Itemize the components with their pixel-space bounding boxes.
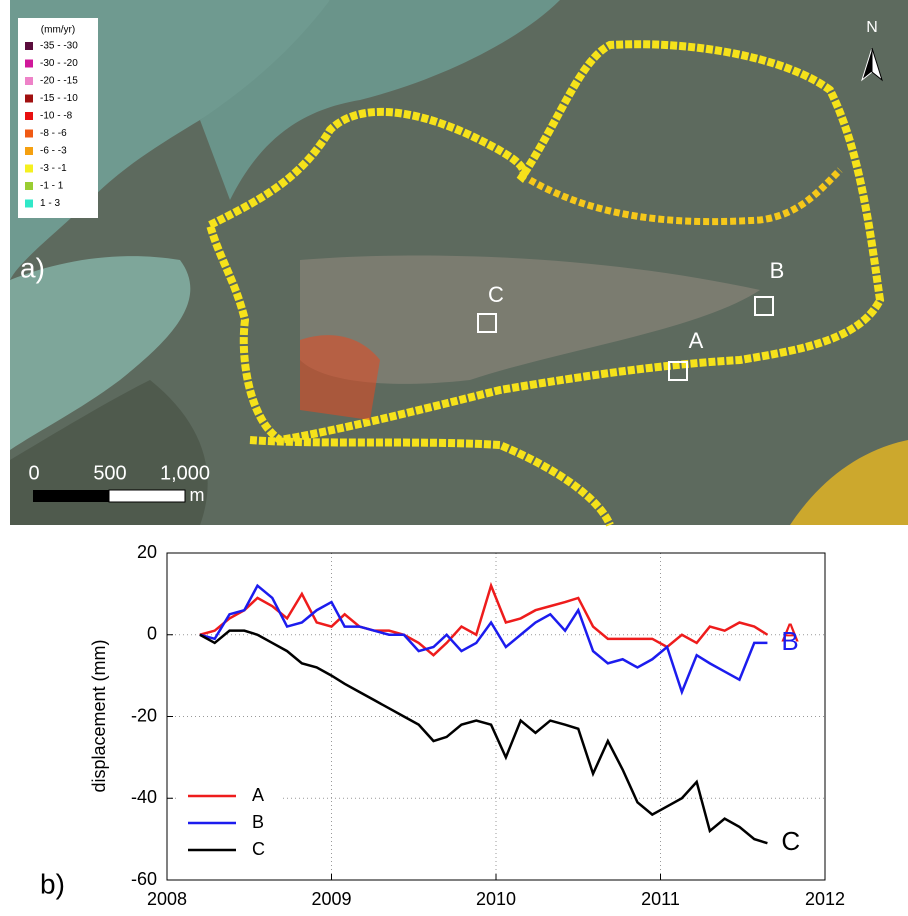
scale-label: 1,000 [160, 462, 210, 484]
legend-swatch [25, 112, 33, 120]
y-tick-label: 0 [147, 624, 157, 644]
legend-label: -3 - -1 [40, 163, 67, 174]
series-line [200, 586, 768, 692]
site-label: B [770, 258, 785, 283]
legend-label: -6 - -3 [40, 146, 67, 157]
legend-swatch [25, 200, 33, 208]
legend-swatch [25, 95, 33, 103]
page: (mm/yr) -35 - -30 -30 - -20 -20 - -15 -15 -… [0, 0, 908, 911]
chart: b) displacement (mm) -60 -40 -20 0 20 2008 200… [40, 542, 845, 909]
north-label: N [866, 19, 878, 36]
legend-label: B [252, 812, 264, 832]
x-tick-label: 2009 [311, 889, 351, 909]
panel-label: a) [20, 252, 45, 283]
legend-swatch [25, 147, 33, 155]
x-tick-label: 2012 [805, 889, 845, 909]
legend-label: C [252, 839, 265, 859]
y-tick-label: 20 [137, 542, 157, 562]
legend-label: -15 - -10 [40, 93, 78, 104]
x-tick-label: 2008 [147, 889, 187, 909]
legend-swatch [25, 42, 33, 50]
x-tick-label: 2011 [641, 889, 680, 909]
legend-swatch [25, 77, 33, 85]
legend-swatch [25, 182, 33, 190]
site-label: C [488, 282, 504, 307]
figure: (mm/yr) -35 - -30 -30 - -20 -20 - -15 -15 -… [0, 0, 908, 911]
scale-label: 0 [28, 462, 39, 484]
series-end-label: B [781, 626, 798, 656]
legend-swatch [25, 60, 33, 68]
map: (mm/yr) -35 - -30 -30 - -20 -20 - -15 -15 -… [10, 0, 908, 525]
legend-label: -20 - -15 [40, 76, 78, 87]
site-label: A [689, 328, 704, 353]
y-tick-label: -20 [131, 705, 157, 725]
legend-label: -8 - -6 [40, 128, 67, 139]
series-end-label: C [781, 826, 800, 856]
y-axis-label: displacement (mm) [89, 639, 109, 792]
legend-swatch [25, 130, 33, 138]
legend-swatch [25, 165, 33, 173]
x-tick-label: 2010 [476, 889, 516, 909]
y-tick-label: -60 [131, 869, 157, 889]
scale-bar [109, 490, 185, 502]
legend-title: (mm/yr) [41, 25, 75, 36]
legend-label: 1 - 3 [40, 198, 60, 209]
scale-label: 500 [93, 462, 126, 484]
legend-label: -10 - -8 [40, 111, 73, 122]
y-tick-label: -40 [131, 787, 157, 807]
series-line [200, 631, 768, 844]
legend-label: -1 - 1 [40, 181, 64, 192]
panel-label: b) [40, 868, 65, 899]
legend-label: -35 - -30 [40, 41, 78, 52]
scale-bar [33, 490, 109, 502]
scale-unit: m [190, 485, 205, 505]
legend-label: -30 - -20 [40, 58, 78, 69]
legend-label: A [252, 785, 264, 805]
